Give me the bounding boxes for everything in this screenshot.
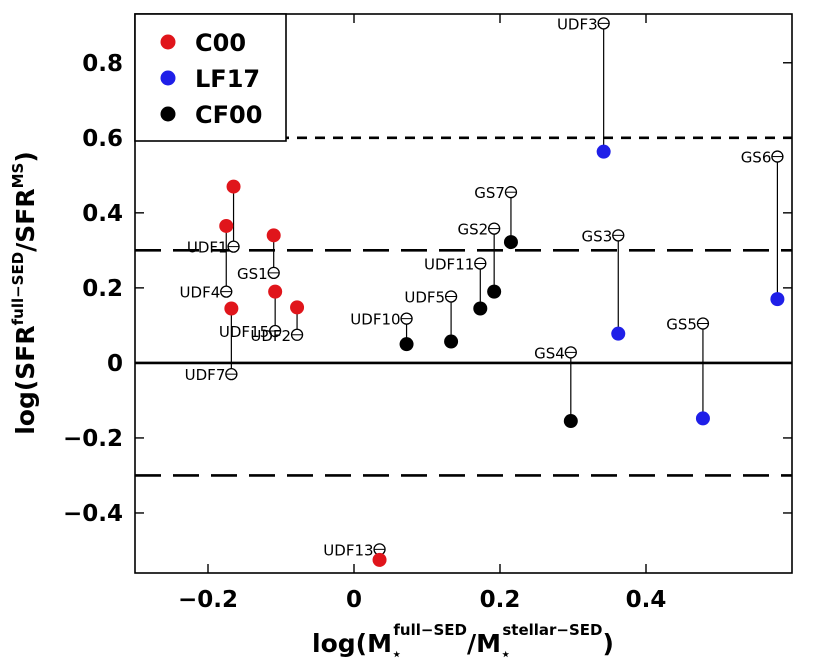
legend-marker [160, 106, 176, 122]
connector-lines [225, 23, 779, 560]
data-point [503, 235, 518, 250]
point-label: UDF2 [250, 327, 291, 345]
y-tick-label: 0.6 [82, 126, 123, 152]
data-point [399, 337, 414, 352]
x-tick-label: 0 [346, 587, 362, 613]
data-point [770, 292, 785, 307]
data-point [695, 411, 710, 426]
y-axis-title: log(SFRfull−SED/SFRMS) [9, 151, 40, 435]
legend-label: CF00 [195, 101, 262, 129]
point-label: GS6 [741, 149, 772, 167]
point-label: UDF3 [557, 15, 598, 33]
point-label: GS2 [457, 221, 488, 239]
data-point [444, 334, 459, 349]
plot-frame [134, 13, 793, 574]
point-label: UDF1 [187, 239, 228, 257]
point-label: UDF15 [219, 323, 269, 341]
axis-ticks: −0.2 0 0.2 0.4 −0.4 −0.2 0 0.2 0.4 0.6 0.8 [63, 14, 792, 613]
legend-marker [160, 34, 176, 50]
y-tick-label: −0.2 [63, 426, 123, 452]
x-tick-label: 0.4 [626, 587, 667, 613]
data-point [268, 284, 283, 299]
data-point [290, 300, 305, 315]
y-tick-label: 0.4 [82, 201, 123, 227]
legend: C00 LF17 CF00 [134, 13, 287, 142]
y-tick-label: −0.4 [63, 501, 123, 527]
point-label: UDF10 [350, 311, 400, 329]
legend-box [134, 13, 287, 142]
open-markers [220, 17, 784, 556]
point-label: GS3 [582, 227, 613, 245]
data-point [219, 218, 234, 233]
x-tick-label: 0.2 [480, 587, 521, 613]
data-point [224, 301, 239, 316]
y-tick-label: 0.2 [82, 276, 123, 302]
point-label: GS4 [534, 344, 565, 362]
legend-label: C00 [195, 29, 246, 57]
point-label: GS7 [474, 184, 505, 202]
point-label: GS5 [666, 316, 697, 334]
data-point [611, 326, 626, 341]
legend-marker [160, 70, 176, 86]
y-tick-label: 0.8 [82, 51, 123, 77]
data-point [372, 552, 387, 567]
data-point [487, 284, 502, 299]
filled-markers [219, 144, 785, 567]
point-label: UDF7 [185, 366, 226, 384]
legend-label: LF17 [195, 65, 260, 93]
point-label: UDF4 [180, 284, 221, 302]
x-axis-title: log(M⋆full−SED/M⋆stellar−SED) [312, 621, 614, 663]
data-point [596, 144, 611, 159]
x-tick-label: −0.2 [178, 587, 238, 613]
y-tick-label: 0 [107, 351, 123, 377]
data-point [473, 301, 488, 316]
point-label: UDF11 [424, 255, 474, 273]
data-point [563, 414, 578, 429]
point-label: UDF5 [404, 289, 445, 307]
point-label: UDF13 [323, 541, 373, 559]
data-point [226, 179, 241, 194]
data-point [266, 228, 281, 243]
point-label: GS1 [237, 265, 268, 283]
